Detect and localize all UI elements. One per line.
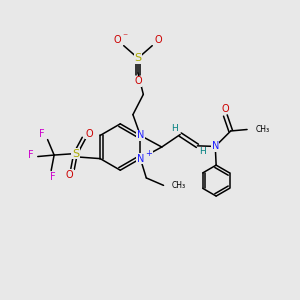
Text: F: F (28, 150, 34, 160)
Text: S: S (134, 53, 142, 63)
Text: ⁻: ⁻ (122, 32, 128, 42)
Text: O: O (221, 104, 229, 114)
Text: +: + (145, 149, 152, 158)
Text: CH₃: CH₃ (255, 125, 269, 134)
Text: O: O (114, 35, 122, 45)
Text: O: O (85, 129, 93, 139)
Text: O: O (66, 170, 74, 180)
Text: F: F (50, 172, 56, 182)
Text: N: N (137, 154, 144, 164)
Text: N: N (137, 130, 144, 140)
Text: S: S (72, 148, 79, 159)
Text: F: F (39, 129, 45, 139)
Text: H: H (200, 147, 206, 156)
Text: O: O (154, 35, 162, 45)
Text: H: H (172, 124, 178, 133)
Text: O: O (134, 76, 142, 86)
Text: N: N (212, 141, 219, 152)
Text: CH₃: CH₃ (172, 181, 186, 190)
